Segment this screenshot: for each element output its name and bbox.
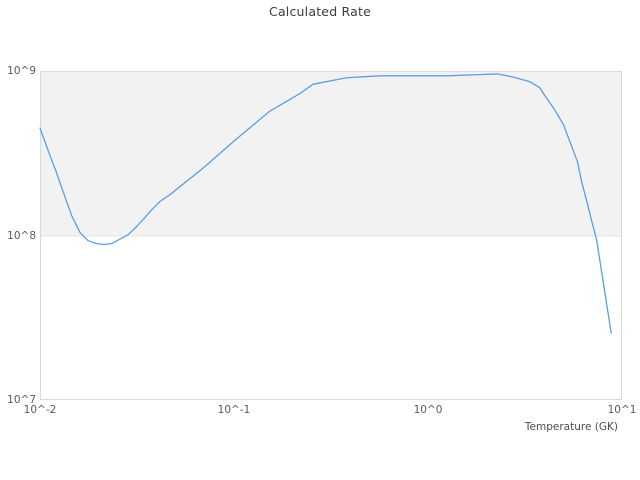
y-tick-label: 10^9 — [7, 65, 36, 77]
x-tick-label: 10^-1 — [217, 404, 251, 416]
chart-title: Calculated Rate — [269, 4, 371, 19]
x-tick-label: 10^0 — [413, 404, 443, 416]
x-tick-label: 10^1 — [607, 404, 637, 416]
decade-band — [40, 71, 622, 236]
plot-border — [40, 71, 622, 400]
y-tick-label: 10^7 — [7, 394, 36, 406]
x-axis-label: Temperature (GK) — [524, 421, 618, 433]
y-tick-label: 10^8 — [7, 229, 36, 242]
rate-curve — [39, 73, 612, 334]
x-tick-label: 10^-2 — [23, 404, 57, 416]
